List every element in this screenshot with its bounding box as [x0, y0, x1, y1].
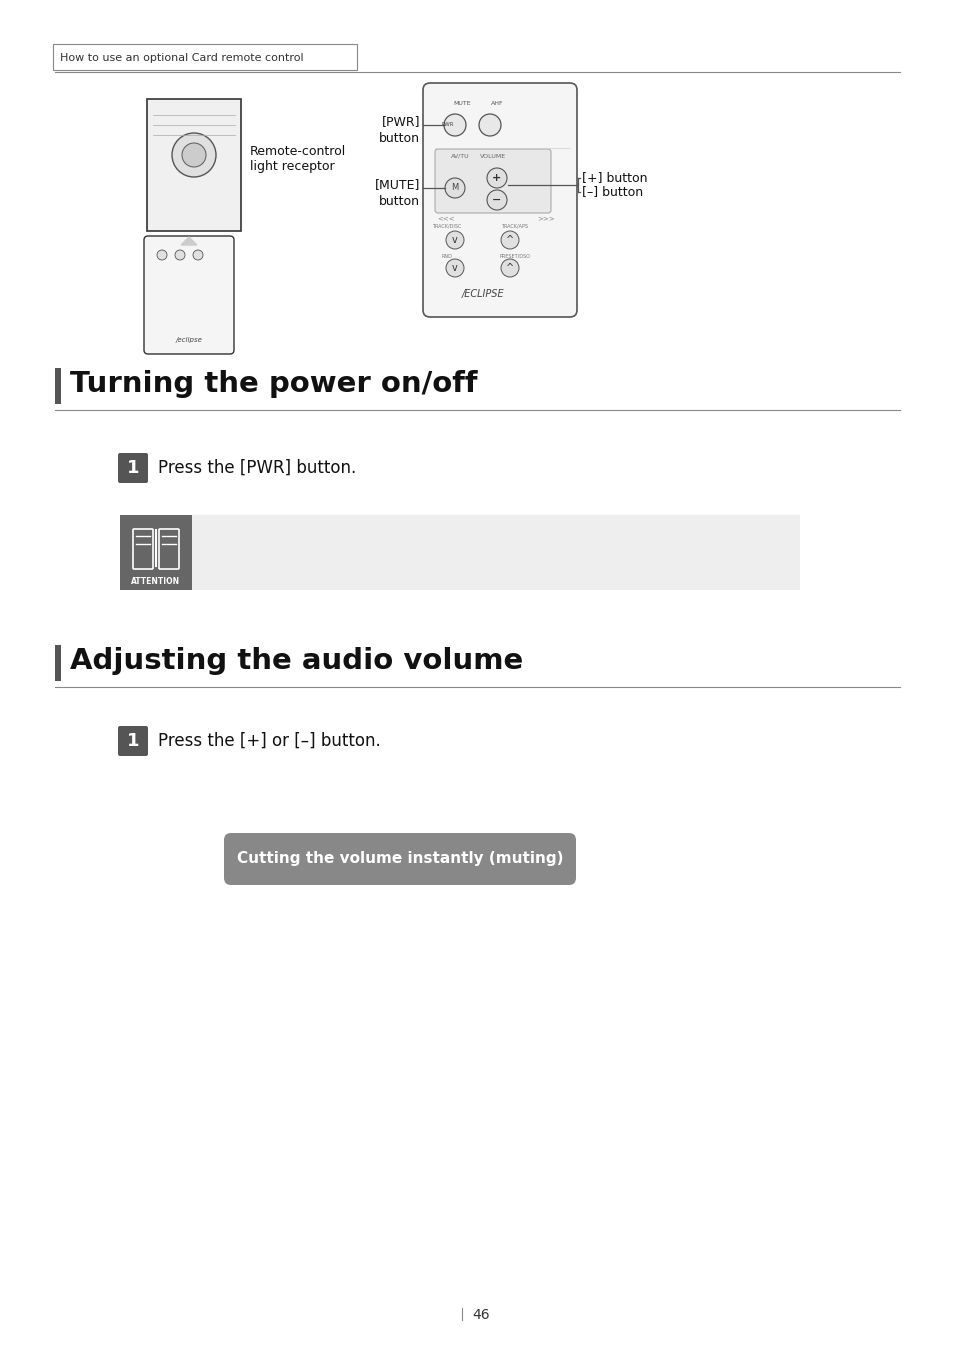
- Text: How to use an optional Card remote control: How to use an optional Card remote contr…: [60, 53, 303, 62]
- Text: [–] button: [–] button: [581, 186, 642, 198]
- FancyBboxPatch shape: [147, 99, 241, 230]
- Text: AHF: AHF: [490, 102, 503, 106]
- Text: 46: 46: [472, 1308, 489, 1322]
- Text: Press the [+] or [–] button.: Press the [+] or [–] button.: [158, 732, 380, 751]
- Text: +: +: [492, 173, 501, 183]
- Circle shape: [443, 114, 465, 136]
- Circle shape: [157, 251, 167, 260]
- Text: Remote-control
light receptor: Remote-control light receptor: [250, 145, 346, 173]
- Text: /eclipse: /eclipse: [175, 337, 202, 343]
- FancyBboxPatch shape: [120, 515, 800, 589]
- Text: ^: ^: [505, 234, 514, 245]
- Text: v: v: [452, 234, 457, 245]
- Circle shape: [500, 259, 518, 276]
- Text: Press the [PWR] button.: Press the [PWR] button.: [158, 459, 355, 477]
- FancyBboxPatch shape: [120, 515, 192, 589]
- Circle shape: [486, 190, 506, 210]
- FancyBboxPatch shape: [55, 369, 61, 404]
- Circle shape: [486, 168, 506, 188]
- Text: Cutting the volume instantly (muting): Cutting the volume instantly (muting): [236, 851, 562, 866]
- Text: PRESET/DSO: PRESET/DSO: [499, 253, 530, 259]
- Circle shape: [446, 230, 463, 249]
- FancyBboxPatch shape: [422, 83, 577, 317]
- Text: <<<: <<<: [436, 215, 455, 221]
- Text: ATTENTION: ATTENTION: [132, 577, 180, 587]
- Text: M: M: [451, 183, 458, 192]
- Text: Turning the power on/off: Turning the power on/off: [70, 370, 477, 398]
- Text: AV/TU: AV/TU: [450, 154, 469, 159]
- Text: RND: RND: [441, 253, 452, 259]
- Circle shape: [446, 259, 463, 276]
- Circle shape: [193, 251, 203, 260]
- Text: MUTE: MUTE: [453, 102, 471, 106]
- Text: [+] button: [+] button: [581, 172, 647, 184]
- Text: 1: 1: [127, 459, 139, 477]
- FancyBboxPatch shape: [118, 726, 148, 756]
- FancyBboxPatch shape: [144, 236, 233, 354]
- Text: /ECLIPSE: /ECLIPSE: [461, 289, 504, 299]
- Circle shape: [478, 114, 500, 136]
- Polygon shape: [181, 237, 196, 245]
- Circle shape: [182, 144, 206, 167]
- FancyBboxPatch shape: [435, 149, 551, 213]
- Circle shape: [500, 230, 518, 249]
- Circle shape: [172, 133, 215, 178]
- Text: [PWR]
button: [PWR] button: [378, 115, 419, 145]
- Text: Adjusting the audio volume: Adjusting the audio volume: [70, 646, 522, 675]
- FancyBboxPatch shape: [224, 833, 576, 885]
- Circle shape: [174, 251, 185, 260]
- Text: −: −: [492, 195, 501, 205]
- Circle shape: [444, 178, 464, 198]
- FancyBboxPatch shape: [53, 43, 356, 70]
- Text: VOLUME: VOLUME: [479, 154, 505, 159]
- Text: ^: ^: [505, 263, 514, 272]
- Text: TRACK/DISC: TRACK/DISC: [432, 224, 461, 229]
- Text: >>>: >>>: [537, 215, 555, 221]
- Text: v: v: [452, 263, 457, 272]
- Text: [MUTE]
button: [MUTE] button: [375, 178, 419, 209]
- Text: TRACK/APS: TRACK/APS: [501, 224, 528, 229]
- FancyBboxPatch shape: [55, 645, 61, 682]
- Text: PWR: PWR: [441, 122, 454, 127]
- FancyBboxPatch shape: [118, 453, 148, 482]
- Text: 1: 1: [127, 732, 139, 751]
